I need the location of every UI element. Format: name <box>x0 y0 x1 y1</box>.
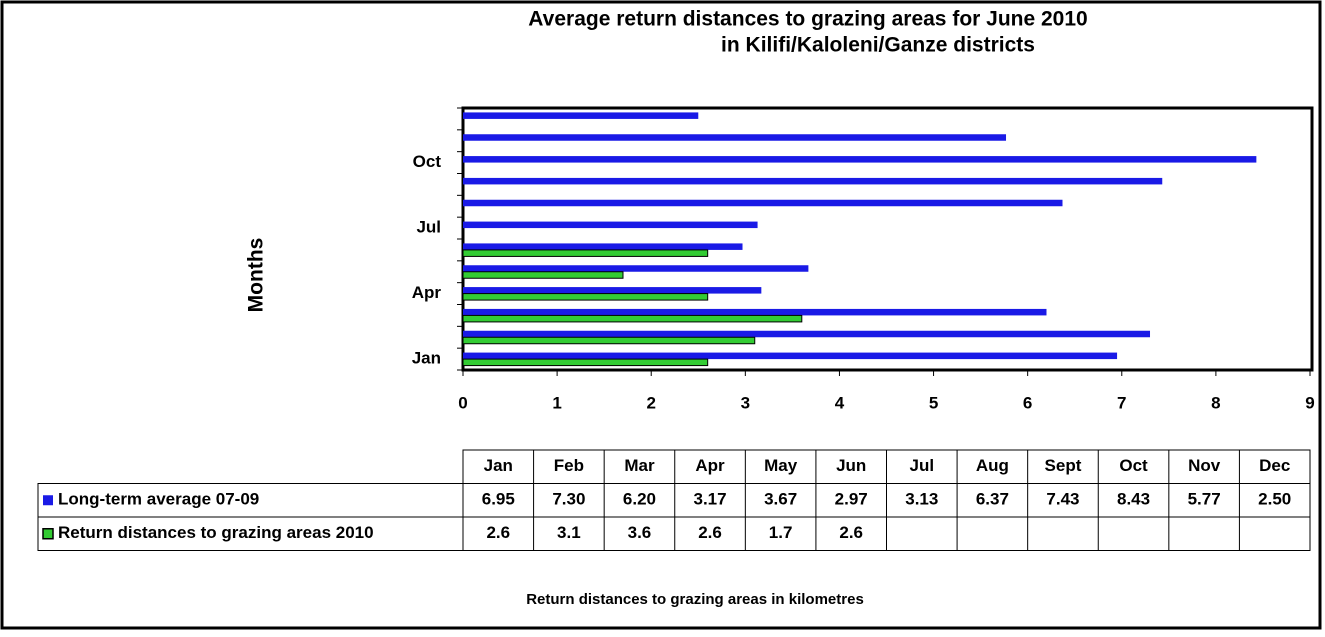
x-axis-label: Return distances to grazing areas in kil… <box>526 591 864 608</box>
x-tick-label: 0 <box>458 393 467 412</box>
chart-title: Average return distances to grazing area… <box>528 8 1087 31</box>
plot-area <box>461 106 1314 372</box>
table-header: Sept <box>1045 456 1082 475</box>
table-value: 5.77 <box>1188 490 1221 509</box>
table-value: 3.1 <box>557 523 581 542</box>
table-header: Jun <box>836 456 866 475</box>
legend-key <box>42 528 54 540</box>
x-tick-label: 5 <box>929 393 938 412</box>
table-value: 3.6 <box>628 523 652 542</box>
table-header: Nov <box>1188 456 1221 475</box>
chart-title: in Kilifi/Kaloleni/Ganze districts <box>721 34 1035 57</box>
legend-key <box>43 495 53 506</box>
y-tick-label: Oct <box>413 152 442 171</box>
table-value: 7.43 <box>1046 490 1079 509</box>
table-header: Apr <box>695 456 725 475</box>
table-value: 1.7 <box>769 523 793 542</box>
y-axis-label: Months <box>245 238 268 313</box>
bar <box>463 265 809 272</box>
bar <box>463 221 758 229</box>
table-value: 2.6 <box>839 523 863 542</box>
table-header: Mar <box>624 456 655 475</box>
bar <box>463 308 1047 316</box>
legend-label: Return distances to grazing areas 2010 <box>58 523 374 542</box>
table-value: 2.50 <box>1258 490 1291 509</box>
bar <box>463 287 762 294</box>
table-value: 6.37 <box>976 490 1009 509</box>
x-tick-label: 9 <box>1305 393 1314 412</box>
bar <box>463 243 743 250</box>
table-value: 7.30 <box>552 490 585 509</box>
bar <box>462 271 624 279</box>
table-value: 2.97 <box>835 490 868 509</box>
table-header: Oct <box>1119 456 1148 475</box>
x-tick-label: 6 <box>1023 393 1032 412</box>
table-header: Dec <box>1259 456 1290 475</box>
table-header: May <box>764 456 798 475</box>
table-header: Jan <box>484 456 513 475</box>
table-value: 8.43 <box>1117 490 1150 509</box>
bar <box>463 352 1118 360</box>
bar <box>463 134 1007 141</box>
table-value: 3.67 <box>764 490 797 509</box>
legend-label: Long-term average 07-09 <box>58 490 259 509</box>
x-tick-label: 1 <box>552 393 561 412</box>
bar <box>462 293 709 301</box>
table-value: 3.13 <box>905 490 938 509</box>
x-tick-label: 8 <box>1211 393 1220 412</box>
table-value: 3.17 <box>693 490 726 509</box>
bar <box>463 330 1151 338</box>
table-value: 6.95 <box>482 490 515 509</box>
y-tick-label: Jan <box>412 349 441 368</box>
table-value: 2.6 <box>698 523 722 542</box>
bar <box>463 177 1163 185</box>
y-tick-label: Jul <box>416 218 441 237</box>
x-tick-label: 4 <box>835 393 845 412</box>
x-tick-label: 2 <box>646 393 655 412</box>
bar <box>462 358 709 367</box>
table-header: Aug <box>976 456 1009 475</box>
table-header: Jul <box>910 456 935 475</box>
bar <box>463 156 1257 163</box>
table-value: 2.6 <box>486 523 510 542</box>
y-tick-label: Apr <box>412 283 442 302</box>
bar <box>463 112 699 119</box>
bar <box>462 314 803 323</box>
bar <box>462 249 709 257</box>
x-tick-label: 3 <box>741 393 750 412</box>
table-value: 6.20 <box>623 490 656 509</box>
bar <box>462 336 756 345</box>
bar <box>463 199 1063 207</box>
table-header: Feb <box>554 456 584 475</box>
x-tick-label: 7 <box>1117 393 1126 412</box>
